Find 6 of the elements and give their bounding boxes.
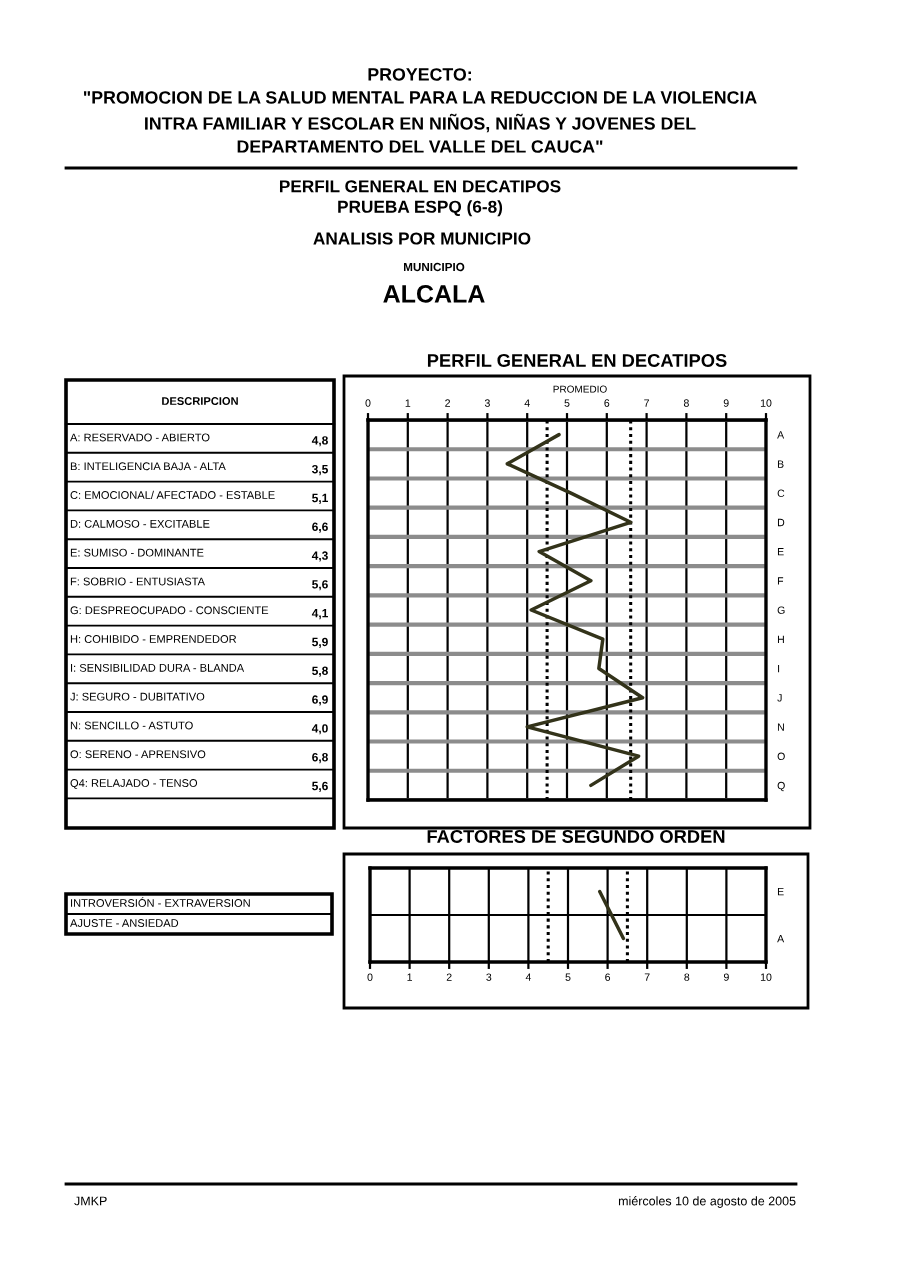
chart-title: PERFIL GENERAL EN DECATIPOS	[427, 353, 727, 367]
text: ALCALA	[383, 285, 485, 303]
chart-title: FACTORES DE SEGUNDO ORDEN	[427, 829, 725, 843]
text: ANALISIS POR MUNICIPIO	[313, 232, 531, 245]
text: PROYECTO: "PROMOCION DE LA SALUD MENTAL PARA LA REDUCCION DE LA VIOLENCIA INTRA FAMILIAR Y ESCOLAR EN NIÑOS, NIÑAS Y JOVENES DEL DEPARTAMENTO DEL VALLE DEL CAUCA"	[83, 68, 757, 153]
text: PERFIL GENERAL EN DECATIPOS PRUEBA ESPQ (6-8)	[279, 180, 561, 217]
